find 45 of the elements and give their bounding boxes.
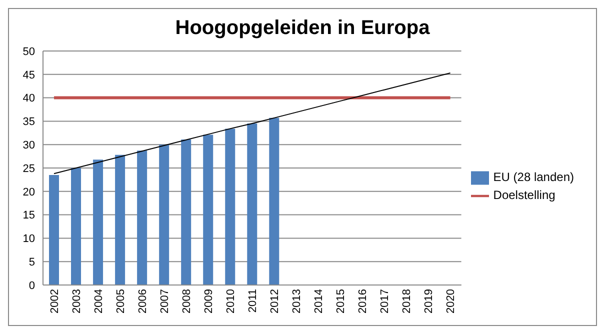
x-tick-label: 2004 <box>92 289 105 314</box>
x-tick-label: 2002 <box>48 289 61 314</box>
line-series <box>54 72 451 174</box>
y-tick-label: 10 <box>22 233 35 246</box>
x-tick-label: 2007 <box>158 289 171 314</box>
x-tick-label: 2009 <box>202 289 215 314</box>
y-tick-label: 30 <box>22 140 35 152</box>
x-tick-label: 2011 <box>246 289 259 313</box>
y-tick-label: 25 <box>22 162 35 175</box>
bar <box>93 160 104 285</box>
x-tick-label: 2010 <box>224 289 237 314</box>
legend-label: EU (28 landen) <box>493 170 574 184</box>
bar <box>203 134 214 285</box>
x-tick-label: 2018 <box>401 289 414 314</box>
x-tick-label: 2014 <box>312 289 325 314</box>
bar <box>49 175 59 285</box>
x-tick-label: 2015 <box>335 289 348 314</box>
bar <box>247 124 258 285</box>
bar <box>269 118 280 285</box>
x-tick-label: 2020 <box>445 289 458 314</box>
bar <box>181 139 192 285</box>
bar <box>137 150 148 285</box>
x-tick-label: 2017 <box>379 289 392 314</box>
y-tick-label: 5 <box>28 256 35 269</box>
y-tick-label: 0 <box>28 280 35 292</box>
bar <box>225 128 236 285</box>
chart-title: Hoogopgeleiden in Europa <box>174 16 431 41</box>
x-tick-label: 2013 <box>290 289 303 314</box>
y-tick-label: 50 <box>22 46 35 58</box>
x-tick-label: 2006 <box>136 289 149 314</box>
y-tick-label: 45 <box>22 69 35 82</box>
y-tick-label: 40 <box>22 92 35 105</box>
bar <box>159 144 170 285</box>
bar <box>71 168 82 285</box>
y-tick-label: 35 <box>22 116 35 128</box>
legend-label: Doelstelling <box>493 188 556 202</box>
bar <box>115 154 126 285</box>
x-tick-label: 2016 <box>357 289 370 314</box>
y-tick-label: 20 <box>22 186 35 198</box>
y-tick-label: 15 <box>22 210 35 222</box>
x-tick-label: 2012 <box>268 289 281 314</box>
x-tick-label: 2008 <box>180 289 193 314</box>
x-tick-label: 2003 <box>70 289 83 314</box>
x-tick-label: 2005 <box>114 289 127 314</box>
x-tick-label: 2019 <box>423 289 436 314</box>
